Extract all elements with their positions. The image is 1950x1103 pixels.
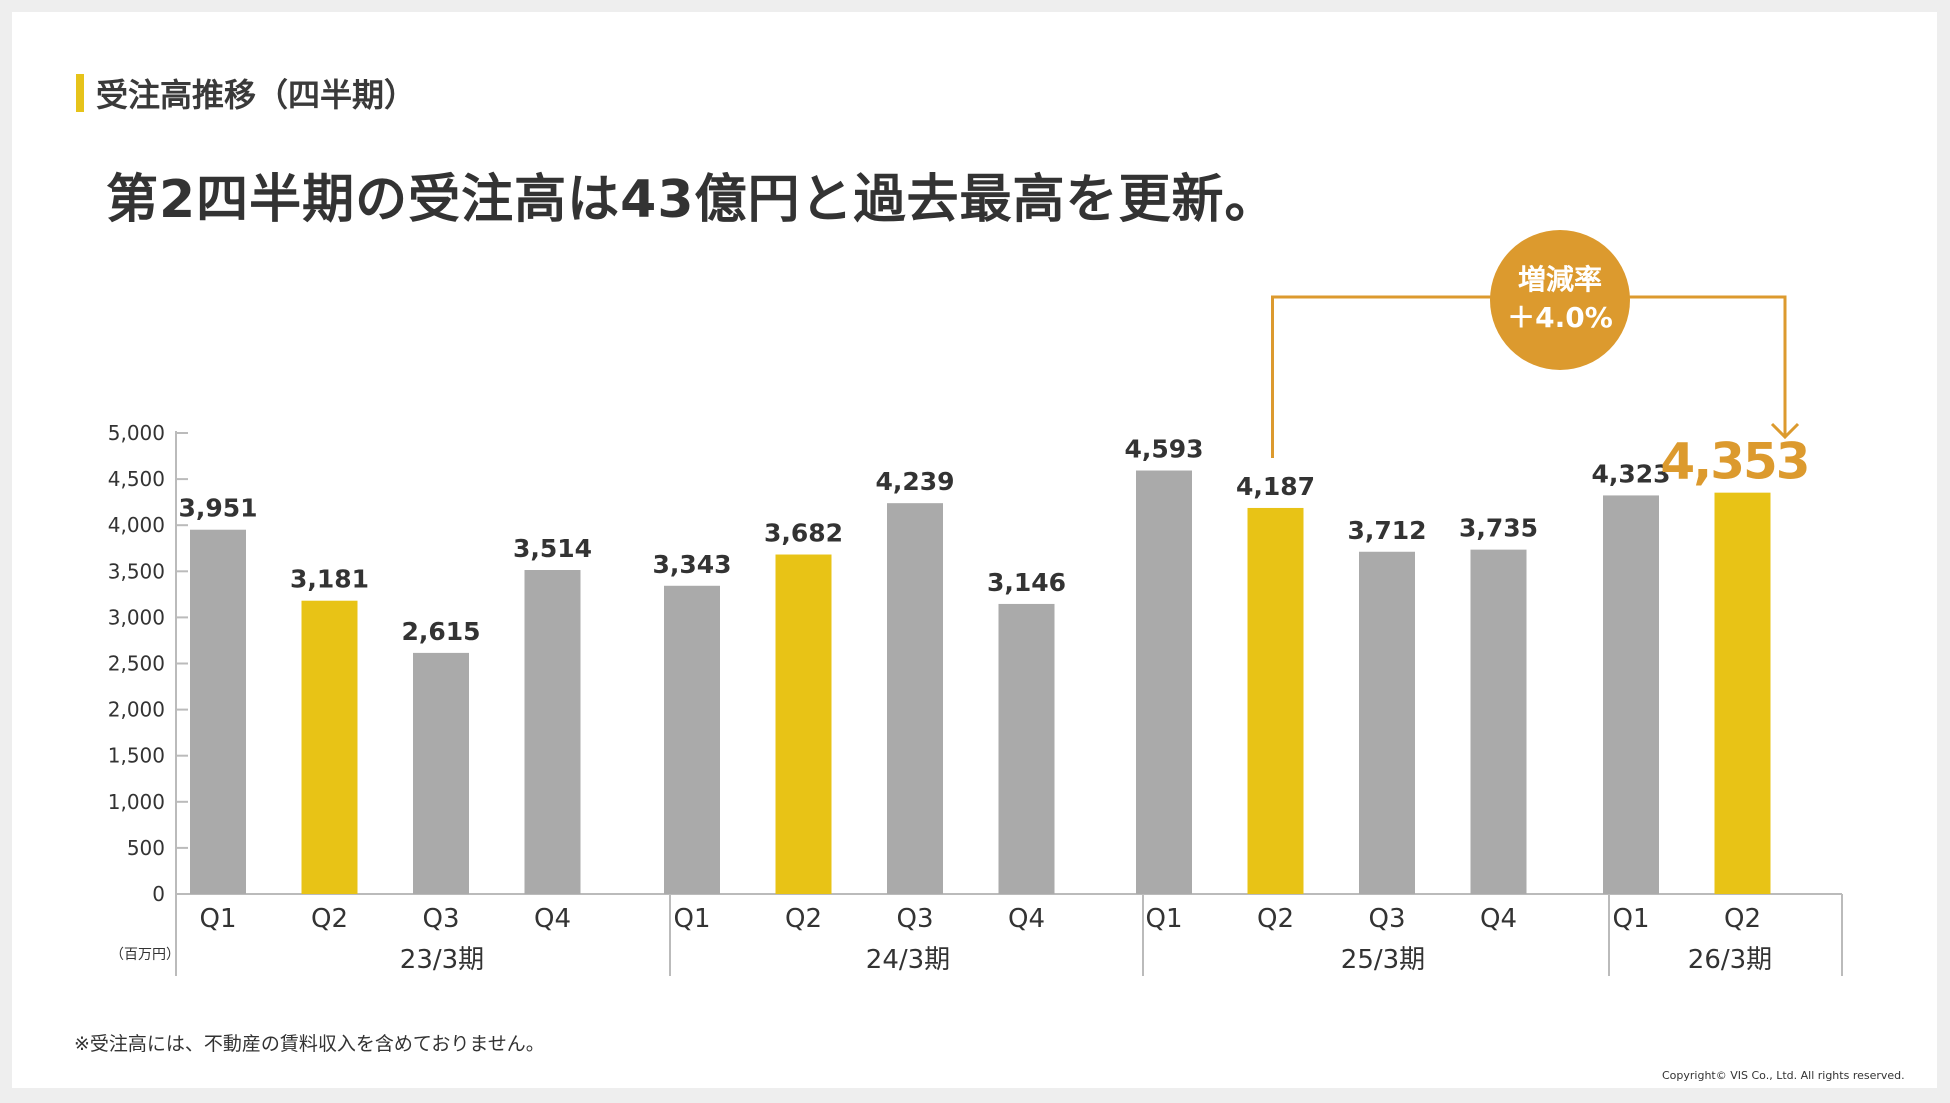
y-tick-label: 2,500 (108, 652, 165, 676)
data-label: 3,181 (290, 565, 369, 594)
data-label-emphasis: 4,353 (1660, 433, 1808, 491)
y-tick-label: 4,000 (108, 513, 165, 537)
bar-23/3期-Q4 (524, 570, 581, 894)
section-title: 受注高推移（四半期） (96, 76, 417, 114)
bar-25/3期-Q3 (1359, 551, 1415, 894)
data-label: 2,615 (401, 617, 480, 646)
bar-24/3期-Q1 (664, 585, 720, 894)
bar-23/3期-Q2 (301, 600, 358, 894)
group-label: 23/3期 (400, 945, 484, 975)
x-tick-label: Q3 (1368, 904, 1405, 934)
data-label: 4,187 (1236, 472, 1315, 501)
x-tick-label: Q2 (1257, 904, 1294, 934)
y-tick-label: 2,000 (108, 698, 165, 722)
y-tick-label: 500 (127, 836, 165, 860)
data-label: 3,343 (652, 550, 731, 579)
x-tick-label: Q2 (1724, 904, 1761, 934)
bar-25/3期-Q4 (1470, 549, 1527, 894)
x-tick-label: Q3 (896, 904, 933, 934)
y-tick-label: 1,000 (108, 790, 165, 814)
bar-26/3期-Q2 (1714, 492, 1771, 894)
group-label: 26/3期 (1688, 945, 1772, 975)
bar-24/3期-Q2 (775, 554, 832, 894)
data-label: 3,712 (1347, 516, 1426, 545)
x-tick-label: Q1 (673, 904, 710, 934)
growth-badge-title: 増減率 (1518, 263, 1602, 296)
x-tick-label: Q4 (534, 904, 571, 934)
bar-26/3期-Q1 (1603, 495, 1659, 894)
y-tick-label: 4,500 (108, 467, 165, 491)
y-tick-label: 1,500 (108, 744, 165, 768)
x-tick-label: Q1 (1145, 904, 1182, 934)
growth-badge-value: ＋4.0% (1507, 301, 1613, 334)
x-tick-label: Q1 (1612, 904, 1649, 934)
y-tick-label: 5,000 (108, 421, 165, 445)
data-label: 4,323 (1591, 459, 1670, 488)
growth-badge (1490, 230, 1630, 370)
footnote: ※受注高には、不動産の賃料収入を含めておりません。 (74, 1033, 545, 1055)
data-label: 3,146 (987, 568, 1066, 597)
bar-25/3期-Q2 (1247, 507, 1304, 894)
data-label: 3,682 (764, 519, 843, 548)
growth-arrow-head (1770, 422, 1800, 440)
x-tick-label: Q1 (199, 904, 236, 934)
bar-25/3期-Q1 (1136, 470, 1192, 894)
group-label: 24/3期 (866, 945, 950, 975)
bar-23/3期-Q1 (190, 529, 246, 894)
x-tick-label: Q4 (1480, 904, 1517, 934)
bar-24/3期-Q4 (998, 603, 1055, 894)
x-tick-label: Q4 (1008, 904, 1045, 934)
bar-23/3期-Q3 (413, 652, 469, 894)
data-label: 3,735 (1459, 514, 1538, 543)
y-tick-label: 3,000 (108, 605, 165, 629)
data-label: 3,951 (178, 494, 257, 523)
x-tick-label: Q2 (785, 904, 822, 934)
x-tick-label: Q3 (422, 904, 459, 934)
copyright: Copyright© VIS Co., Ltd. All rights rese… (1662, 1069, 1905, 1082)
y-tick-label: 0 (152, 882, 165, 906)
data-label: 4,239 (875, 467, 954, 496)
x-tick-label: Q2 (311, 904, 348, 934)
data-label: 3,514 (513, 534, 592, 563)
headline: 第2四半期の受注高は43億円と過去最高を更新。 (106, 170, 1278, 230)
unit-label: （百万円） (110, 947, 180, 963)
bar-24/3期-Q3 (887, 503, 943, 894)
group-label: 25/3期 (1341, 945, 1425, 975)
section-accent-bar (76, 74, 84, 112)
data-label: 4,593 (1124, 435, 1203, 464)
y-tick-label: 3,500 (108, 559, 165, 583)
